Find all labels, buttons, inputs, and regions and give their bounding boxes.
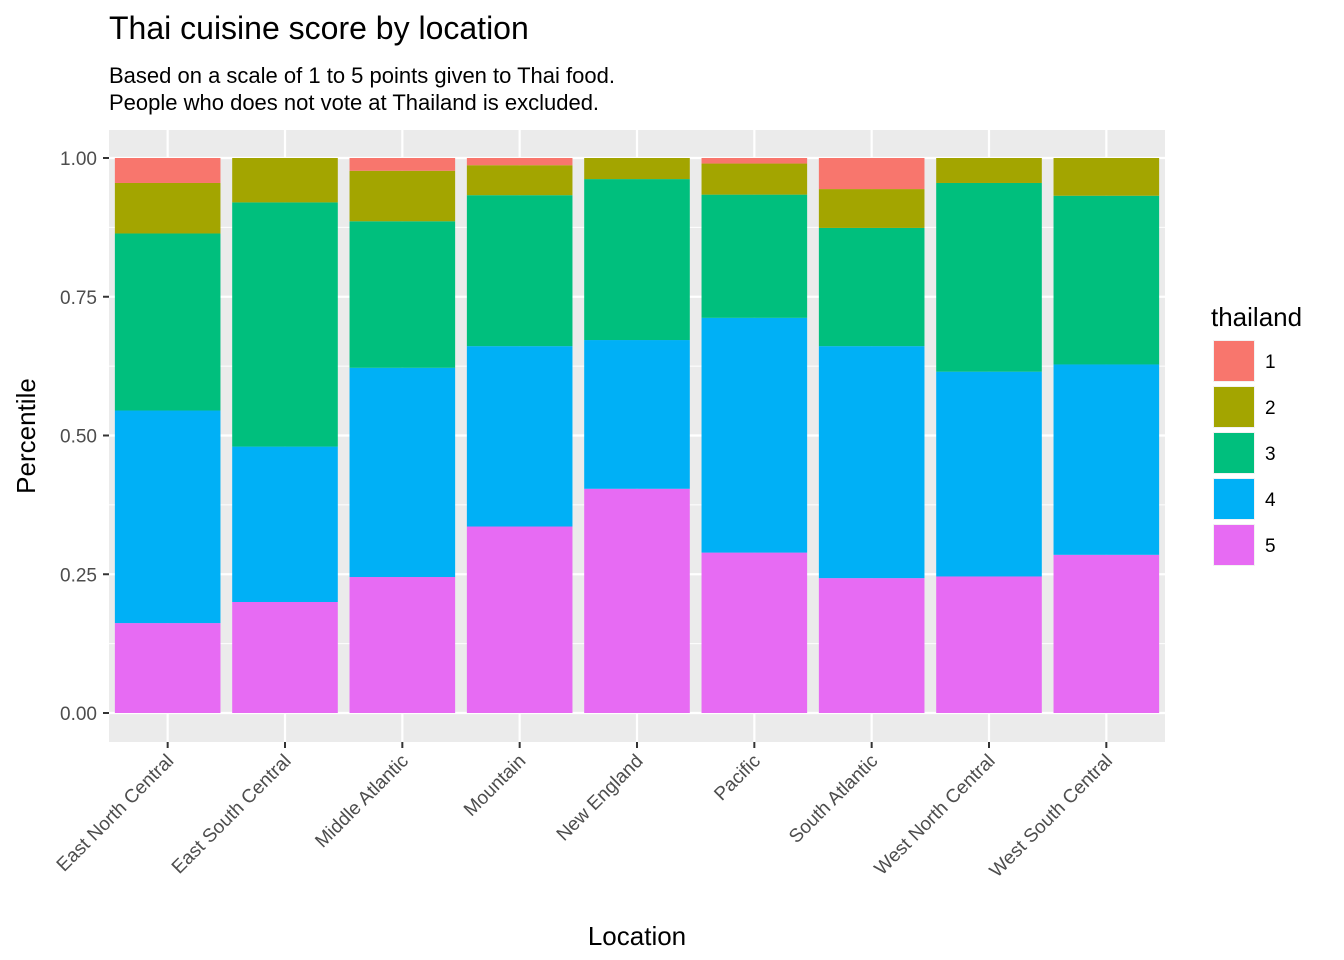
bar-segment-3 — [584, 179, 690, 341]
bar-segment-1 — [701, 158, 808, 164]
y-axis-title: Percentile — [11, 378, 41, 494]
legend-label-2: 2 — [1265, 398, 1276, 419]
y-tick-label: 0.25 — [60, 565, 97, 586]
bars — [114, 158, 1160, 713]
bar-segment-2 — [1053, 158, 1160, 196]
legend-label-4: 4 — [1265, 490, 1276, 511]
bar-segment-5 — [936, 576, 1042, 713]
bar-segment-3 — [1053, 195, 1160, 365]
legend-label-5: 5 — [1265, 536, 1276, 557]
bar-segment-1 — [818, 158, 925, 190]
bar-segment-5 — [466, 526, 573, 713]
bar-segment-2 — [936, 158, 1042, 183]
bar-segment-3 — [701, 194, 808, 318]
bar-segment-5 — [584, 488, 690, 713]
bar-segment-4 — [114, 410, 221, 624]
bar-segment-5 — [114, 623, 221, 713]
bar-segment-4 — [1053, 364, 1160, 555]
legend-swatch-3 — [1214, 433, 1254, 473]
x-axis-title: Location — [588, 921, 686, 951]
bar-segment-2 — [349, 170, 456, 222]
x-tick-label: West South Central — [986, 751, 1117, 882]
legend-swatch-1 — [1214, 341, 1254, 381]
y-axis: 0.00 0.25 0.50 0.75 1.00 — [60, 149, 109, 725]
bar-segment-1 — [466, 158, 573, 166]
legend-swatch-2 — [1214, 387, 1254, 427]
bar-segment-2 — [232, 158, 338, 203]
bar-segment-2 — [466, 165, 573, 196]
x-tick-label: Mountain — [460, 751, 530, 821]
chart-subtitle-line-2: People who does not vote at Thailand is … — [109, 90, 599, 115]
y-tick-label: 0.00 — [60, 704, 97, 725]
bar-segment-1 — [114, 158, 221, 183]
bar-segment-5 — [1053, 554, 1160, 713]
y-tick-label: 0.75 — [60, 288, 97, 309]
chart-subtitle-line-1: Based on a scale of 1 to 5 points given … — [109, 63, 615, 88]
x-tick-label: West North Central — [871, 751, 1000, 880]
bar-segment-2 — [114, 182, 221, 234]
legend-title: thailand — [1211, 302, 1302, 332]
legend-label-3: 3 — [1265, 444, 1276, 465]
bar-segment-2 — [701, 163, 808, 195]
bar-segment-3 — [114, 233, 221, 411]
bar-segment-4 — [349, 367, 456, 578]
chart-title: Thai cuisine score by location — [109, 10, 529, 46]
bar-segment-4 — [232, 446, 338, 602]
legend-swatch-4 — [1214, 479, 1254, 519]
bar-segment-5 — [349, 577, 456, 713]
bar-segment-2 — [818, 189, 925, 228]
bar-segment-4 — [584, 340, 690, 489]
bar-segment-3 — [232, 202, 338, 447]
bar-segment-5 — [818, 578, 925, 713]
x-tick-label: East South Central — [168, 751, 296, 879]
x-tick-label: East North Central — [53, 751, 178, 876]
bar-segment-5 — [701, 552, 808, 713]
bar-segment-4 — [818, 346, 925, 579]
legend-label-1: 1 — [1265, 352, 1276, 373]
bar-segment-3 — [466, 195, 573, 347]
bar-segment-4 — [701, 317, 808, 553]
y-tick-label: 1.00 — [60, 149, 97, 170]
bar-segment-3 — [818, 227, 925, 347]
x-tick-label: Pacific — [710, 751, 764, 805]
bar-segment-4 — [936, 371, 1042, 577]
bar-segment-2 — [584, 158, 690, 180]
legend: thailand 1 2 3 4 5 — [1211, 302, 1302, 566]
bar-segment-4 — [466, 346, 573, 527]
x-tick-label: New England — [553, 751, 648, 846]
x-tick-label: South Atlantic — [785, 751, 882, 848]
x-tick-label: Middle Atlantic — [311, 751, 412, 852]
bar-segment-3 — [349, 221, 456, 368]
bar-segment-1 — [349, 158, 456, 171]
bar-segment-5 — [232, 602, 338, 713]
y-tick-label: 0.50 — [60, 427, 97, 448]
bar-segment-3 — [936, 182, 1042, 372]
legend-swatch-5 — [1214, 525, 1254, 565]
